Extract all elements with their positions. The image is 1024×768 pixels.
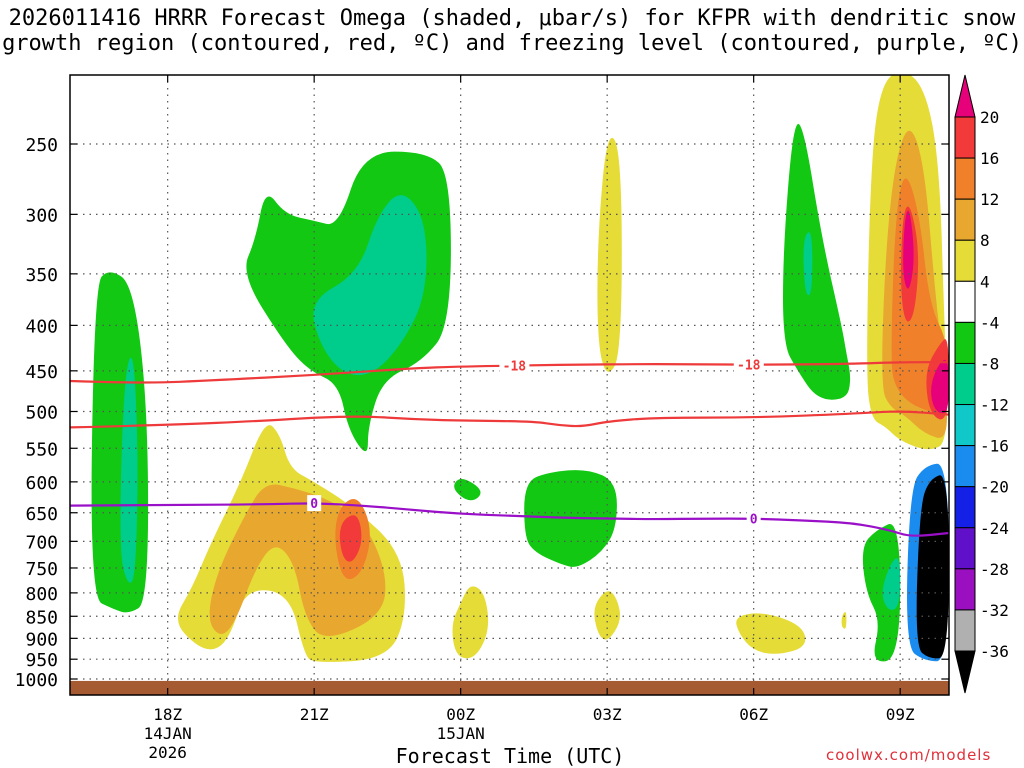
chart-title-line-2: growth region (contoured, red, ºC) and f…: [2, 31, 1022, 56]
plot-frame: [69, 74, 950, 696]
omega-region-0-2: [454, 478, 481, 501]
contour-label-dgz-top-1: -18: [737, 359, 761, 374]
omega-region-1-1: [313, 195, 427, 376]
omega-region-2-4: [736, 613, 806, 654]
colorbar-band-11: [954, 527, 976, 570]
x-axis-label: Forecast Time (UTC): [395, 744, 625, 768]
omega-region-2-3: [597, 137, 622, 372]
ground-surface: [70, 680, 949, 695]
y-tick-label-450: 450: [25, 362, 58, 383]
colorbar-label-9: -20: [980, 478, 1009, 497]
y-tick-label-650: 650: [25, 504, 58, 525]
colorbar-band-5: [954, 280, 976, 323]
y-tick-label-500: 500: [25, 403, 58, 424]
chart-title-line-1: 2026011416 HRRR Forecast Omega (shaded, …: [8, 6, 1016, 31]
contour-label-bg-freezing-level-1: [746, 510, 761, 527]
omega-region-6-0: [903, 210, 914, 289]
contour-label-freezing-level-1: 0: [750, 513, 758, 528]
x-tick-label-21-0: 21Z: [300, 705, 329, 724]
omega-region-8-0: [916, 475, 949, 659]
x-tick-label-18-0: 18Z: [153, 705, 182, 724]
x-tick-label-27-0: 03Z: [593, 705, 622, 724]
omega-region-0-5: [862, 523, 901, 662]
colorbar-label-4: 4: [980, 272, 990, 291]
y-tick-label-600: 600: [25, 473, 58, 494]
y-tick-label-550: 550: [25, 439, 58, 460]
x-tick-label-18-2: 2026: [148, 743, 187, 762]
contour-label-bg-freezing-level-0: [307, 495, 322, 512]
y-tick-label-400: 400: [25, 316, 58, 337]
colorbar-label-6: -8: [980, 354, 999, 373]
colorbar-band-10: [954, 486, 976, 529]
colorbar-label-8: -16: [980, 437, 1009, 456]
plot-area: -18 -18 0 0: [70, 75, 949, 695]
y-tick-label-750: 750: [25, 559, 58, 580]
omega-region-1-2: [803, 232, 813, 296]
colorbar-band-13: [954, 609, 976, 652]
omega-region-1-3: [882, 558, 901, 610]
x-tick-label-24-0: 00Z: [446, 705, 475, 724]
colorbar-band-2: [954, 157, 976, 200]
contour-dgz-bottom: [70, 410, 949, 429]
contour-label-dgz-top-0: -18: [503, 360, 527, 375]
y-tick-label-800: 800: [25, 584, 58, 605]
x-tick-label-24-1: 15JAN: [437, 724, 485, 743]
colorbar-band-4: [954, 239, 976, 282]
y-tick-label-700: 700: [25, 532, 58, 553]
omega-region-0-0: [91, 272, 149, 613]
colorbar-band-1: [954, 116, 976, 159]
colorbar-label-10: -24: [980, 519, 1009, 538]
colorbar-label-0: 20: [980, 108, 999, 127]
omega-region-0-4: [783, 123, 851, 400]
colorbar-label-3: 8: [980, 231, 990, 250]
colorbar-label-13: -36: [980, 642, 1009, 661]
chart-title: 2026011416 HRRR Forecast Omega (shaded, …: [0, 6, 1024, 56]
credit-link[interactable]: coolwx.com/models: [826, 746, 992, 764]
contour-label-bg-dgz-top-0: [499, 357, 530, 374]
omega-region-2-5: [841, 611, 847, 629]
colorbar-band-6: [954, 321, 976, 364]
colorbar-label-12: -32: [980, 601, 1009, 620]
y-tick-label-900: 900: [25, 629, 58, 650]
omega-region-6-1: [931, 359, 949, 414]
omega-region-1-0: [120, 357, 138, 583]
colorbar-top-arrow: [954, 74, 976, 118]
y-tick-label-1000: 1000: [15, 670, 58, 691]
colorbar-band-9: [954, 445, 976, 488]
colorbar-label-11: -28: [980, 560, 1009, 579]
x-tick-label-30-0: 06Z: [739, 705, 768, 724]
colorbar-band-8: [954, 404, 976, 447]
colorbar-bottom-arrow: [954, 650, 976, 694]
y-tick-label-250: 250: [25, 135, 58, 156]
y-tick-label-850: 850: [25, 607, 58, 628]
y-tick-label-950: 950: [25, 650, 58, 671]
colorbar-band-7: [954, 362, 976, 406]
y-tick-label-350: 350: [25, 265, 58, 286]
colorbar-label-1: 16: [980, 149, 999, 168]
contour-label-freezing-level-0: 0: [310, 497, 318, 512]
colorbar-band-12: [954, 568, 976, 611]
x-tick-label-33-0: 09Z: [886, 705, 915, 724]
y-tick-label-300: 300: [25, 205, 58, 226]
colorbar-label-7: -12: [980, 396, 1009, 415]
x-tick-label-18-1: 14JAN: [144, 724, 192, 743]
colorbar-band-3: [954, 198, 976, 241]
contour-label-bg-dgz-top-1: [733, 356, 764, 373]
omega-region-5-0: [339, 515, 362, 562]
colorbar-label-5: -4: [980, 313, 999, 332]
contour-freezing-level: [70, 502, 949, 537]
omega-region-2-1: [452, 586, 489, 659]
colorbar-label-2: 12: [980, 190, 999, 209]
